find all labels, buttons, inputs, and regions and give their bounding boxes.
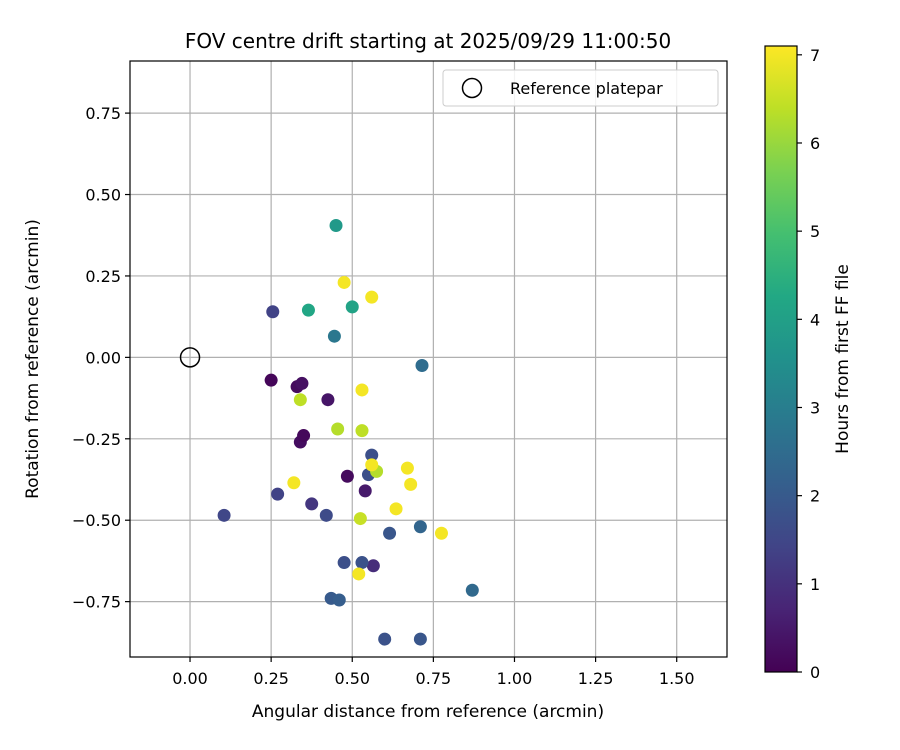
scatter-point: [358, 484, 372, 498]
scatter-point: [271, 487, 285, 501]
x-tick-label: 1.25: [578, 669, 614, 688]
grid: [130, 61, 727, 657]
scatter-point: [365, 290, 379, 304]
scatter-point: [337, 556, 351, 570]
y-tick-label: −0.25: [72, 430, 121, 449]
scatter-point: [327, 329, 341, 343]
scatter-point: [332, 593, 346, 607]
scatter-point: [331, 422, 345, 436]
scatter-point: [352, 567, 366, 581]
reference-platepar-marker: [179, 347, 201, 368]
scatter-point: [295, 376, 309, 390]
scatter-point: [415, 359, 429, 373]
scatter-point: [355, 556, 369, 570]
legend: Reference platepar: [442, 69, 719, 107]
colorbar-ticks: 0 1 2 3 4 5 6 7: [797, 46, 820, 682]
legend-label: Reference platepar: [510, 79, 663, 98]
scatter-points: [217, 218, 479, 646]
x-axis-label: Angular distance from reference (arcmin): [252, 702, 604, 722]
colorbar-label: Hours from first FF file: [833, 264, 853, 454]
scatter-point: [404, 477, 418, 491]
y-axis-ticks: −0.75 −0.50 −0.25 0.00 0.25 0.50 0.75: [72, 104, 130, 612]
scatter-point: [383, 526, 397, 540]
y-tick-label: −0.75: [72, 593, 121, 612]
x-tick-label: 0.25: [253, 669, 289, 688]
y-tick-label: 0.50: [85, 186, 121, 205]
colorbar-gradient: [764, 45, 798, 673]
plot-frame: [129, 60, 728, 658]
scatter-point: [305, 497, 319, 511]
scatter-point: [329, 218, 343, 232]
y-tick-label: 0.75: [85, 104, 121, 123]
scatter-point: [293, 393, 307, 407]
colorbar-tick-label: 1: [810, 575, 820, 594]
x-axis-ticks: 0.00 0.25 0.50 0.75 1.00 1.25 1.50: [172, 657, 695, 688]
legend-box: [442, 69, 719, 107]
scatter-point: [434, 526, 448, 540]
scatter-point: [287, 476, 301, 490]
y-tick-label: 0.25: [85, 267, 121, 286]
scatter-point: [340, 469, 354, 483]
x-tick-label: 0.50: [334, 669, 370, 688]
colorbar-tick-label: 5: [810, 222, 820, 241]
scatter-point: [301, 303, 315, 317]
legend-open-circle-icon: [461, 77, 483, 99]
scatter-point: [413, 632, 427, 646]
colorbar: 0 1 2 3 4 5 6 7 Hours from first FF file: [764, 45, 853, 682]
chart-title: FOV centre drift starting at 2025/09/29 …: [185, 29, 671, 53]
scatter-point: [378, 632, 392, 646]
colorbar-tick-label: 6: [810, 134, 820, 153]
scatter-point: [345, 300, 359, 314]
scatter-point: [266, 305, 280, 319]
x-tick-label: 0.00: [172, 669, 208, 688]
y-tick-label: −0.50: [72, 511, 121, 530]
x-tick-label: 0.75: [416, 669, 452, 688]
scatter-point: [337, 275, 351, 289]
colorbar-tick-label: 0: [810, 663, 820, 682]
scatter-point: [321, 393, 335, 407]
scatter-point: [366, 559, 380, 573]
scatter-point: [217, 508, 231, 522]
x-tick-label: 1.50: [659, 669, 695, 688]
scatter-point: [389, 502, 403, 516]
scatter-point: [413, 520, 427, 534]
scatter-point: [400, 461, 414, 475]
scatter-point: [319, 508, 333, 522]
y-tick-label: 0.00: [85, 348, 121, 367]
scatter-point: [353, 512, 367, 526]
colorbar-tick-label: 4: [810, 310, 820, 329]
colorbar-tick-label: 7: [810, 46, 820, 65]
x-tick-label: 1.00: [497, 669, 533, 688]
scatter-point: [355, 424, 369, 438]
scatter-point: [365, 458, 379, 472]
scatter-point: [264, 373, 278, 387]
y-axis-label: Rotation from reference (arcmin): [23, 219, 43, 499]
colorbar-tick-label: 2: [810, 487, 820, 506]
scatter-point: [297, 429, 311, 443]
scatter-point: [365, 448, 379, 462]
colorbar-tick-label: 3: [810, 398, 820, 417]
scatter-point: [355, 383, 369, 397]
scatter-point: [465, 583, 479, 597]
